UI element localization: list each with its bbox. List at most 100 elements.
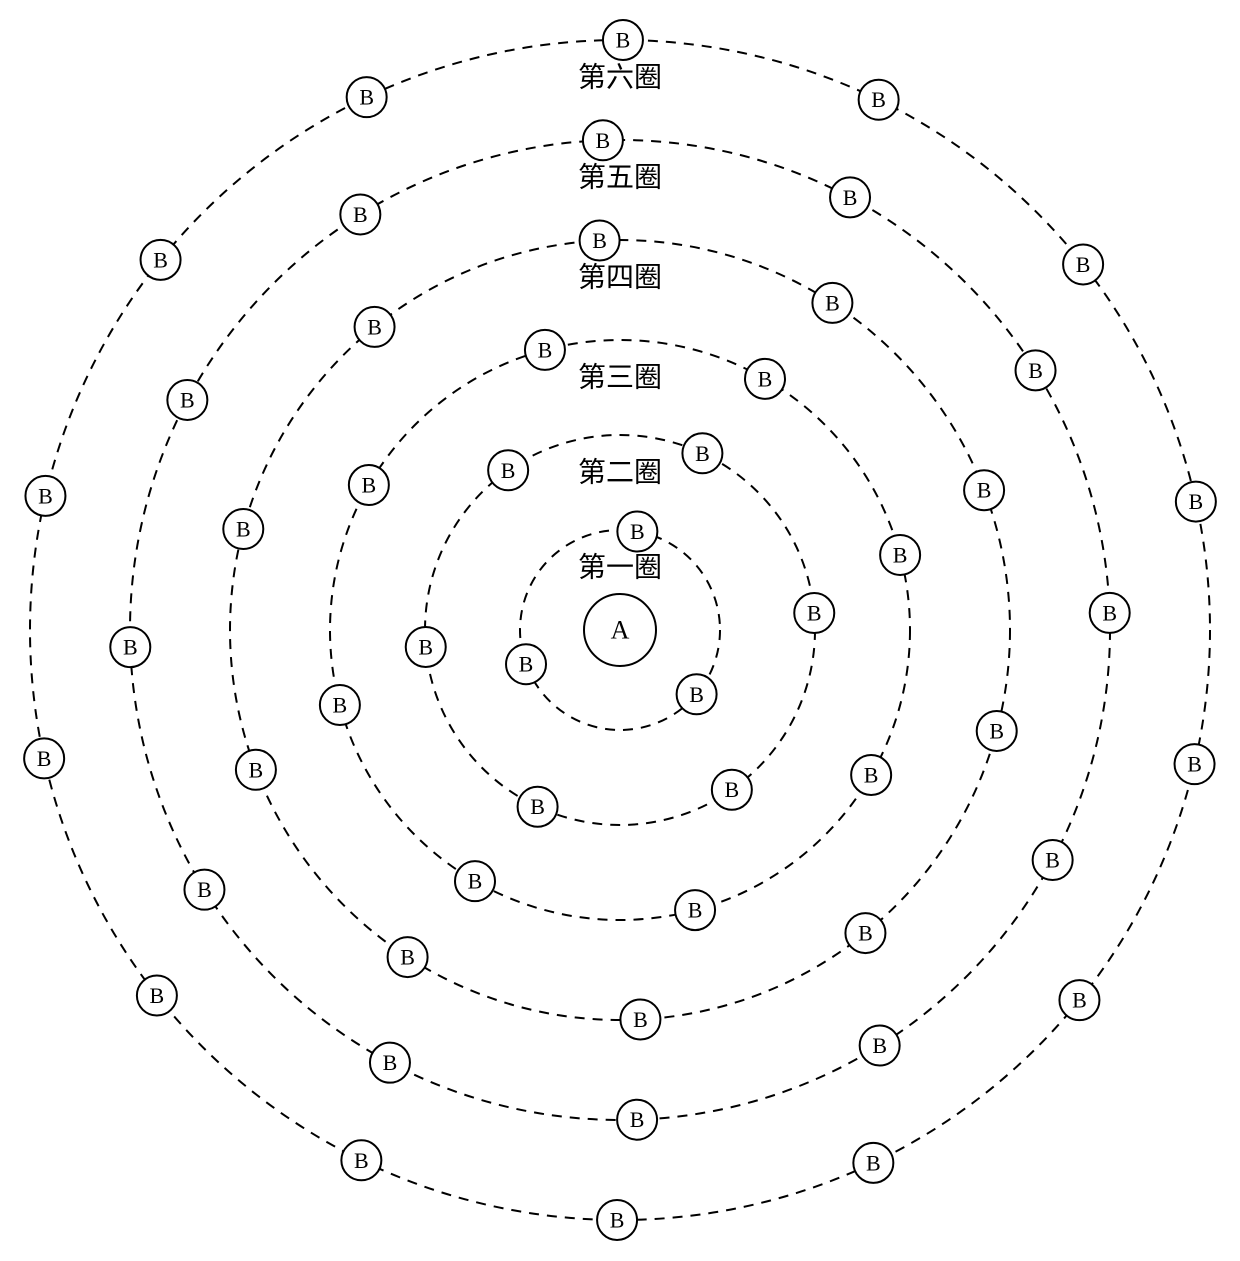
ring-6-node-13: B	[1176, 482, 1216, 522]
ring-5-node-2: B	[583, 120, 623, 160]
ring-3-node-7: B	[851, 755, 891, 795]
ring-2-node-1: B	[682, 433, 722, 473]
b-node-label: B	[501, 458, 516, 483]
ring-label-5: 第五圈	[578, 162, 662, 194]
b-node-label: B	[616, 28, 631, 53]
center-node-label: A	[611, 616, 630, 645]
ring-label-2: 第二圈	[578, 457, 662, 489]
ring-5-node-10: B	[1033, 840, 1073, 880]
ring-2-node-4: B	[518, 787, 558, 827]
ring-6-node-7: B	[137, 976, 177, 1016]
ring-6-node-12: B	[1175, 744, 1215, 784]
b-node-label: B	[866, 1150, 881, 1175]
b-node-label: B	[150, 983, 165, 1008]
b-node-label: B	[180, 387, 195, 412]
ring-2-node-2: B	[488, 450, 528, 490]
ring-4-node-6: B	[388, 937, 428, 977]
ring-6-node-11: B	[1059, 980, 1099, 1020]
b-node-label: B	[858, 921, 873, 946]
ring-1-node-2: B	[506, 644, 546, 684]
ring-5-node-11: B	[1090, 593, 1130, 633]
ring-4-node-5: B	[236, 750, 276, 790]
ring-label-6: 第六圈	[578, 62, 662, 94]
b-node-label: B	[610, 1207, 625, 1232]
ring-1-node-3: B	[677, 674, 717, 714]
ring-4-node-1: B	[812, 283, 852, 323]
ring-2-node-6: B	[794, 593, 834, 633]
b-node-label: B	[37, 746, 52, 771]
b-node-label: B	[977, 478, 992, 503]
ring-5-node-12: B	[1016, 350, 1056, 390]
b-node-label: B	[354, 1148, 369, 1173]
b-node-label: B	[38, 483, 53, 508]
ring-3-node-3: B	[349, 465, 389, 505]
b-node-label: B	[1076, 252, 1091, 277]
b-node-label: B	[592, 228, 607, 253]
ring-label-1: 第一圈	[578, 552, 662, 584]
b-node-label: B	[807, 601, 822, 626]
ring-3-node-2: B	[525, 330, 565, 370]
concentric-rings-diagram: A第一圈第二圈第三圈第四圈第五圈第六圈BBBBBBBBBBBBBBBBBBBBB…	[0, 0, 1240, 1261]
b-node-label: B	[630, 519, 645, 544]
ring-3-node-5: B	[455, 861, 495, 901]
b-node-label: B	[333, 693, 348, 718]
b-node-label: B	[400, 945, 415, 970]
ring-5-node-7: B	[370, 1043, 410, 1083]
ring-6-node-1: B	[859, 80, 899, 120]
ring-6-node-5: B	[25, 476, 65, 516]
b-node-label: B	[418, 634, 433, 659]
b-node-label: B	[538, 337, 553, 362]
b-node-label: B	[725, 777, 740, 802]
b-node-label: B	[630, 1107, 645, 1132]
ring-3-node-8: B	[880, 535, 920, 575]
ring-5-node-1: B	[830, 177, 870, 217]
b-node-label: B	[633, 1007, 648, 1032]
ring-4-node-9: B	[977, 711, 1017, 751]
ring-6-node-14: B	[1063, 244, 1103, 284]
b-node-label: B	[1189, 489, 1204, 514]
ring-3-node-1: B	[745, 359, 785, 399]
ring-6-node-10: B	[853, 1143, 893, 1183]
ring-6-node-4: B	[141, 240, 181, 280]
ring-6-node-8: B	[341, 1140, 381, 1180]
ring-5-node-5: B	[110, 627, 150, 667]
b-node-label: B	[695, 441, 710, 466]
b-node-label: B	[359, 85, 374, 110]
b-node-label: B	[1028, 358, 1043, 383]
ring-5-node-9: B	[860, 1026, 900, 1066]
b-node-label: B	[843, 185, 858, 210]
b-node-label: B	[519, 652, 534, 677]
b-node-label: B	[197, 877, 212, 902]
ring-3-node-6: B	[675, 890, 715, 930]
b-node-label: B	[123, 635, 138, 660]
b-node-label: B	[825, 290, 840, 315]
b-node-label: B	[383, 1050, 398, 1075]
b-node-label: B	[596, 128, 611, 153]
ring-6-node-6: B	[24, 738, 64, 778]
b-node-label: B	[153, 247, 168, 272]
b-node-label: B	[758, 366, 773, 391]
ring-label-4: 第四圈	[578, 262, 662, 294]
ring-4-node-4: B	[223, 509, 263, 549]
ring-5-node-6: B	[184, 870, 224, 910]
b-node-label: B	[1072, 988, 1087, 1013]
ring-5-node-4: B	[167, 380, 207, 420]
b-node-label: B	[1045, 848, 1060, 873]
ring-6-node-2: B	[603, 20, 643, 60]
ring-4-node-7: B	[620, 999, 660, 1039]
b-node-label: B	[871, 87, 886, 112]
ring-1-node-1: B	[617, 512, 657, 552]
b-node-label: B	[362, 473, 377, 498]
b-node-label: B	[468, 869, 483, 894]
ring-6-node-3: B	[347, 77, 387, 117]
b-node-label: B	[689, 682, 704, 707]
b-node-label: B	[864, 763, 879, 788]
ring-4-node-10: B	[964, 470, 1004, 510]
b-node-label: B	[249, 757, 264, 782]
ring-2-node-3: B	[406, 627, 446, 667]
ring-4-node-3: B	[355, 307, 395, 347]
b-node-label: B	[1187, 752, 1202, 777]
ring-4-node-2: B	[580, 221, 620, 261]
ring-2-node-5: B	[712, 770, 752, 810]
b-node-label: B	[688, 898, 703, 923]
